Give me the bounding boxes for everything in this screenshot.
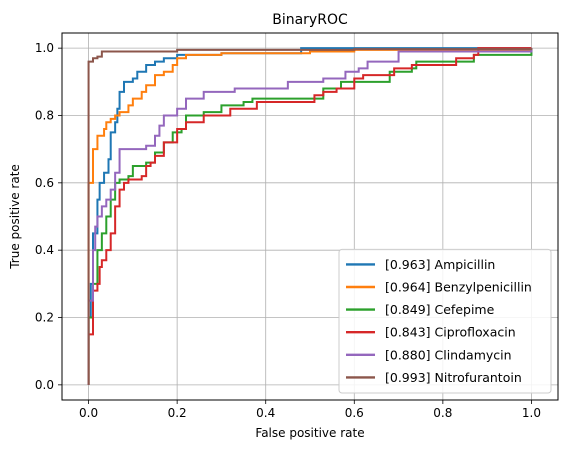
series-layer [87, 47, 533, 385]
y-tick-label: 0.2 [35, 311, 54, 325]
series-line-5 [87, 48, 533, 385]
chart-title: BinaryROC [272, 12, 348, 28]
legend-entry-2: [0.849] Cefepime [385, 302, 495, 317]
legend-entry-4: [0.880] Clindamycin [385, 347, 512, 362]
series-line-3 [87, 47, 532, 385]
x-tick-label: 0.2 [168, 406, 187, 420]
y-tick-label: 0.8 [35, 108, 54, 122]
x-tick-label: 0.6 [345, 406, 364, 420]
y-tick-label: 1.0 [35, 41, 54, 55]
x-tick-label: 0.8 [433, 406, 452, 420]
legend-entry-3: [0.843] Ciprofloxacin [385, 325, 516, 340]
legend-entry-5: [0.993] Nitrofurantoin [385, 370, 522, 385]
legend: [0.963] Ampicillin [0.964] Benzylpenicill… [338, 248, 552, 394]
legend-box [338, 248, 552, 394]
series-line-4 [87, 48, 533, 385]
x-tick-label: 1.0 [522, 406, 541, 420]
legend-entry-0: [0.963] Ampicillin [385, 257, 495, 272]
axis-ticks: 0.0 0.2 0.4 0.6 0.8 1.0 0.0 0.2 0.4 0.6 0.8 1.0 [35, 41, 541, 420]
legend-entry-1: [0.964] Benzylpenicillin [385, 280, 532, 295]
y-tick-label: 0.0 [35, 378, 54, 392]
y-axis-label: True positive rate [8, 164, 22, 270]
series-line-1 [87, 48, 533, 385]
plot-frame [61, 32, 559, 401]
x-tick-label: 0.0 [79, 406, 98, 420]
grid-lines [62, 33, 558, 400]
x-tick-label: 0.4 [256, 406, 275, 420]
x-axis-label: False positive rate [255, 426, 364, 440]
y-tick-label: 0.4 [35, 243, 54, 257]
series-line-0 [87, 47, 532, 385]
y-tick-label: 0.6 [35, 176, 54, 190]
